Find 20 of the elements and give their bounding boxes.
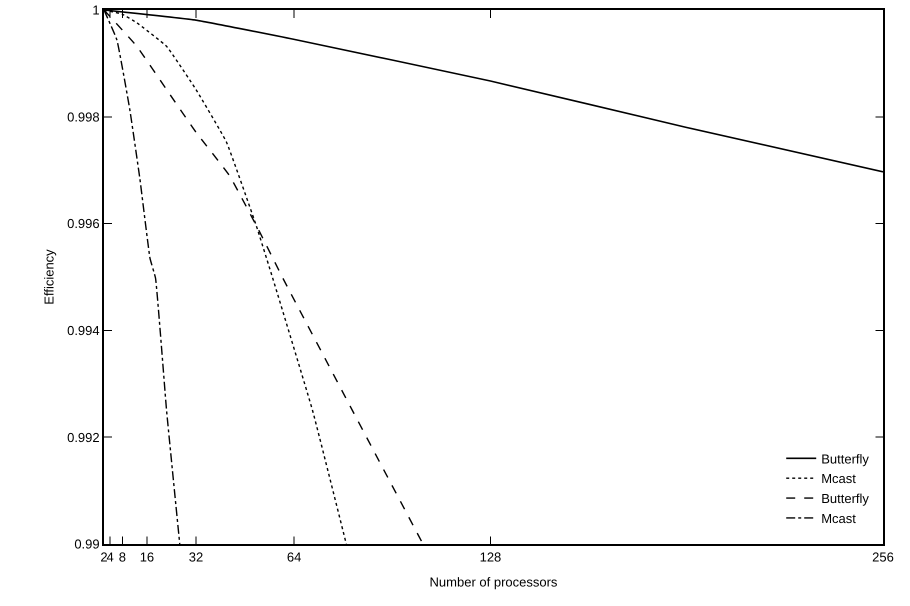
- y-tick-label: 0.992: [67, 430, 100, 445]
- x-tick-label: 4: [106, 549, 114, 564]
- y-tick-label: 0.996: [67, 216, 100, 232]
- x-tick-label: 2: [100, 549, 108, 564]
- y-tick-label: 0.998: [67, 109, 100, 124]
- x-tick-label: 256: [872, 549, 894, 564]
- legend-label: Mcast: [821, 471, 856, 486]
- y-tick-label: 0.99: [74, 536, 100, 552]
- x-tick-label: 128: [480, 549, 502, 564]
- legend-label: Butterfly: [821, 451, 870, 466]
- y-axis-title: Efficiency: [42, 248, 57, 305]
- y-tick-label: 1: [92, 2, 100, 18]
- legend-label: Butterfly: [821, 491, 870, 506]
- x-tick-label: 64: [286, 549, 302, 564]
- y-tick-label: 0.994: [67, 322, 100, 338]
- legend-label: Mcast: [821, 511, 856, 526]
- x-axis-title: Number of processors: [430, 574, 558, 590]
- x-tick-label: 16: [140, 549, 154, 564]
- x-tick-label: 8: [118, 549, 126, 564]
- x-tick-label: 32: [188, 549, 204, 564]
